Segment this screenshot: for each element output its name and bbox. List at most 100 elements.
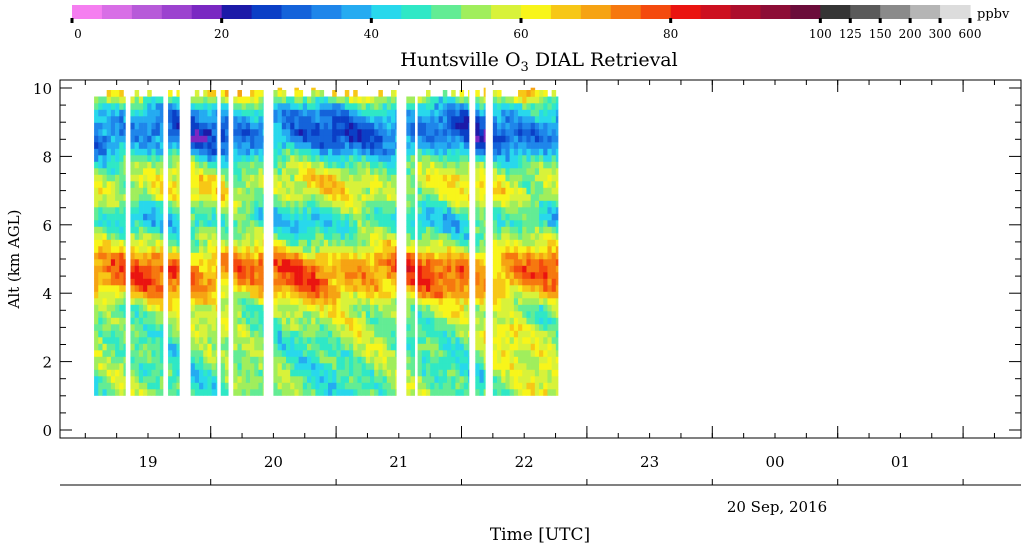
ozone-cell (497, 233, 502, 240)
ozone-cell (190, 311, 196, 318)
ozone-cell (547, 246, 552, 253)
ozone-cell (194, 317, 200, 325)
ozone-cell (357, 213, 362, 221)
ozone-cell (447, 200, 452, 208)
ozone-cell (290, 382, 295, 390)
ozone-cell (233, 265, 238, 273)
ozone-cell (543, 304, 548, 312)
ozone-cell (211, 376, 217, 383)
ozone-cell (250, 122, 255, 130)
ozone-cell (361, 135, 367, 143)
ozone-cell (378, 265, 383, 273)
ozone-cell (451, 220, 456, 227)
ozone-cell (395, 278, 397, 286)
ozone-cell (340, 350, 346, 357)
ozone-cell (258, 291, 263, 299)
ozone-cell (349, 168, 354, 175)
ozone-cell (254, 337, 259, 344)
ozone-cell (311, 187, 316, 195)
ozone-cell (513, 129, 519, 136)
ozone-cell (123, 369, 126, 377)
ozone-cell (315, 382, 320, 390)
ozone-cell (421, 187, 427, 195)
ozone-cell (547, 298, 552, 305)
ozone-cell (451, 343, 456, 351)
ozone-cell (203, 239, 208, 247)
ozone-cell (543, 200, 548, 208)
ozone-cell (518, 285, 523, 292)
ozone-cell (501, 246, 506, 253)
ozone-cell (273, 343, 278, 351)
ozone-cell (155, 343, 161, 351)
x-tick-label: 21 (389, 453, 408, 471)
ozone-cell (302, 187, 308, 195)
ozone-cell (344, 194, 350, 201)
ozone-cell (302, 278, 308, 286)
ozone-cell (102, 330, 107, 338)
ozone-cell (332, 174, 337, 182)
ozone-cell (110, 213, 116, 221)
ozone-cell (262, 226, 264, 234)
ozone-cell (134, 356, 140, 364)
ozone-cell (378, 369, 383, 377)
ozone-cell (286, 168, 291, 175)
ozone-cell (250, 376, 255, 383)
ozone-cell (224, 246, 229, 253)
ozone-cell (155, 207, 161, 214)
ozone-cell (220, 298, 226, 305)
ozone-cell (258, 369, 263, 377)
ozone-cell (298, 155, 304, 162)
ozone-cell (98, 298, 103, 305)
ozone-cell (115, 363, 120, 370)
ozone-cell (344, 350, 350, 357)
ozone-cell (102, 324, 107, 331)
ozone-cell (147, 324, 152, 331)
ozone-cell (468, 207, 470, 214)
ozone-cell (215, 363, 218, 370)
colorbar-tick-label: 60 (513, 27, 528, 41)
ozone-cell (307, 285, 312, 292)
ozone-cell (483, 278, 486, 286)
ozone-cell (475, 213, 480, 221)
ozone-cell (194, 324, 200, 331)
ozone-cell (323, 194, 329, 201)
ozone-cell (378, 311, 383, 318)
ozone-cell (323, 200, 329, 208)
ozone-cell (237, 252, 242, 260)
ozone-cell (254, 311, 259, 318)
ozone-cell (328, 207, 333, 214)
ozone-cell (194, 291, 200, 299)
ozone-cell (102, 369, 107, 377)
ozone-cell (254, 161, 259, 169)
ozone-cell (421, 109, 427, 117)
ozone-cell (336, 259, 341, 266)
ozone-cell (143, 330, 148, 338)
ozone-cell (421, 213, 427, 221)
ozone-cell (172, 330, 177, 338)
ozone-cell (168, 161, 173, 169)
ozone-cell (194, 272, 200, 279)
ozone-cell (547, 337, 552, 344)
ozone-cell (451, 155, 456, 162)
ozone-cell (155, 109, 161, 117)
ozone-cell (250, 233, 255, 240)
ozone-cell (98, 252, 103, 260)
ozone-cell (526, 207, 531, 214)
ozone-cell (315, 356, 320, 364)
ozone-cell (410, 265, 416, 273)
ozone-cell (110, 376, 116, 383)
ozone-cell (294, 213, 299, 221)
ozone-cell (294, 135, 299, 143)
ozone-cell (211, 369, 217, 377)
ozone-cell (176, 226, 180, 234)
ozone-cell (115, 155, 120, 162)
ozone-cell (215, 142, 218, 149)
ozone-cell (203, 207, 208, 214)
ozone-cell (298, 116, 304, 123)
ozone-cell (438, 330, 444, 338)
ozone-cell (522, 337, 527, 344)
ozone-cell (190, 129, 196, 136)
ozone-cell (194, 356, 200, 364)
ozone-cell (237, 116, 242, 123)
ozone-cell (94, 213, 99, 221)
